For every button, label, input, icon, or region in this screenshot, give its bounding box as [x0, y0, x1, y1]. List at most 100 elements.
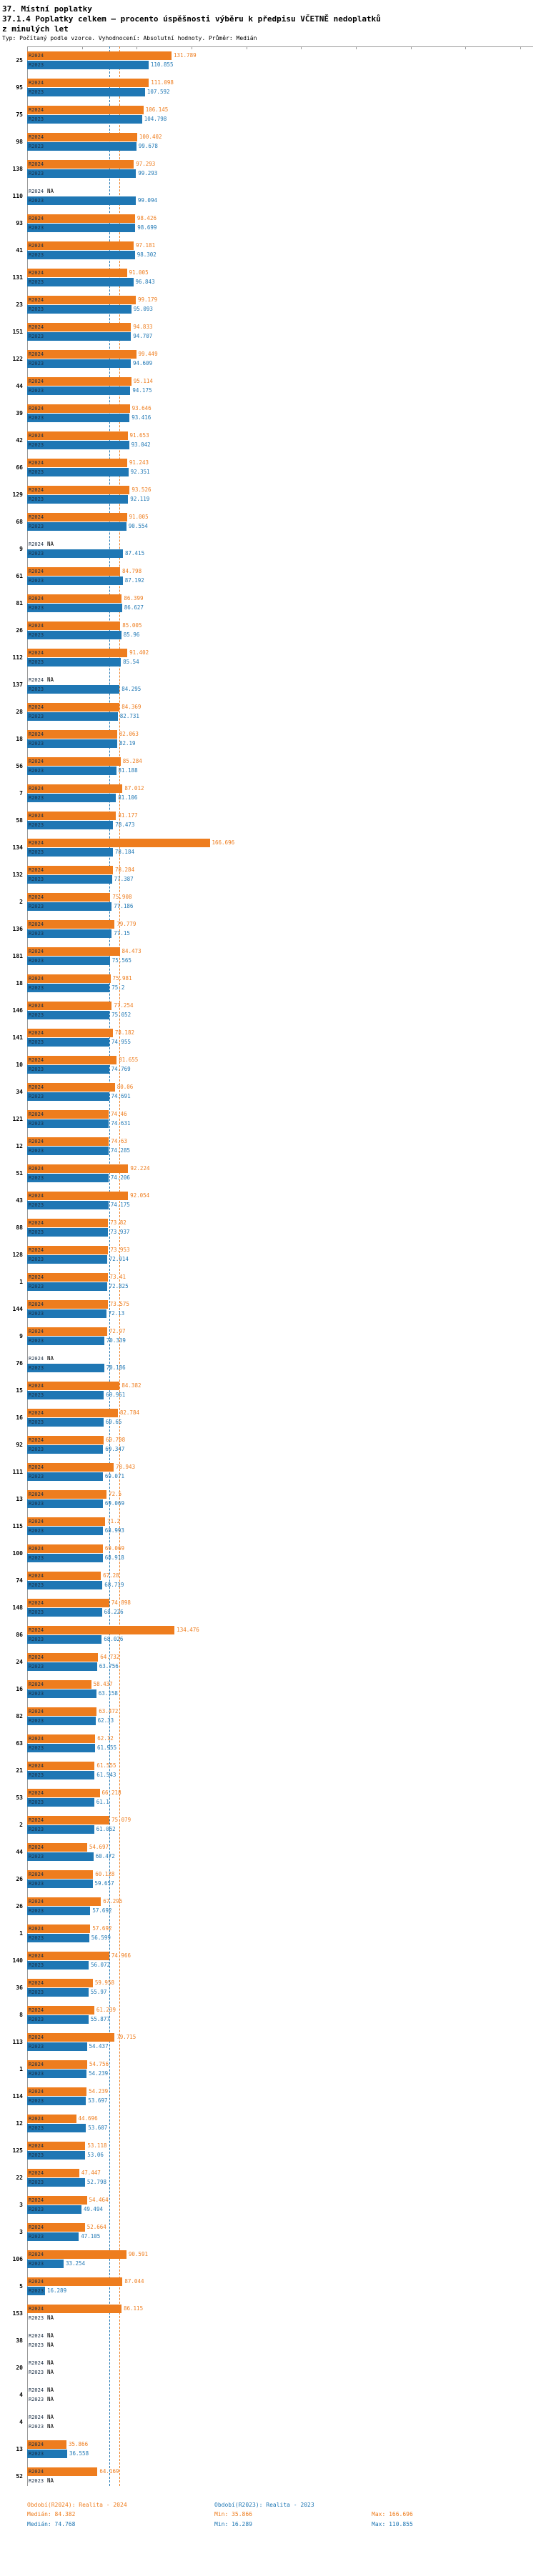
- bar-value: 81.655: [119, 1057, 139, 1064]
- bar-r2024: [27, 757, 121, 767]
- bar-value: 87.192: [124, 577, 144, 584]
- series-label: R2024: [29, 622, 44, 629]
- bar-group: 58 R2024 81.177 R2023 78.473: [0, 812, 536, 830]
- series-label: R2024: [29, 514, 44, 520]
- series-label: R2024: [29, 1464, 44, 1470]
- na-value: NA: [47, 2477, 54, 2485]
- series-label: R2023: [29, 550, 44, 556]
- bar-value: 99.678: [138, 143, 158, 150]
- series-label: R2024: [29, 921, 44, 927]
- bars: R2024 134.476 R2023 68.026: [27, 1626, 536, 1644]
- bar-r2024: [27, 1246, 109, 1255]
- bar-group: 26 R2024 85.005 R2023 85.96: [0, 621, 536, 640]
- bars: R2024 95.114 R2023 94.175: [27, 377, 536, 396]
- bar-value: 86.399: [124, 595, 144, 602]
- bar-value: 64.732: [100, 1654, 120, 1661]
- series-label: R2024: [29, 2414, 44, 2420]
- series-label: R2023: [29, 577, 44, 584]
- bar-r2024: [27, 866, 113, 875]
- bar-r2023: [27, 1934, 89, 1943]
- bars: R2024 84.798 R2023 87.192: [27, 567, 536, 586]
- bar-value: 57.692: [92, 1907, 112, 1914]
- bar-r2023: [27, 875, 112, 884]
- series-label: R2024: [29, 405, 44, 411]
- row-label: 22: [16, 2175, 23, 2182]
- bar-group: 74 R2024 67.28 R2023 68.719: [0, 1572, 536, 1590]
- bar-row-r2024: R2024 54.464: [27, 2196, 536, 2205]
- bar-r2023: [27, 169, 137, 179]
- bar-value: 60.128: [95, 1871, 115, 1878]
- series-label: R2023: [29, 1229, 44, 1235]
- series-label: R2024: [29, 1980, 44, 1986]
- series-label: R2024: [29, 785, 44, 792]
- bar-row-r2024: R2024 64.169: [27, 2467, 536, 2477]
- series-label: R2024: [29, 568, 44, 574]
- bar-value: 99.179: [138, 296, 158, 304]
- series-label: R2024: [29, 2468, 44, 2475]
- bar-value: 85.96: [123, 631, 140, 639]
- bars: R2024 71.2 R2023 68.993: [27, 1517, 536, 1536]
- bar-value: 63.472: [99, 1708, 119, 1715]
- bars: R2024 NA R2023 87.415: [27, 540, 536, 559]
- bar-r2024: [27, 2087, 87, 2097]
- bar-r2023: [27, 1852, 94, 1862]
- bar-r2023: [27, 1581, 103, 1590]
- series-label: R2023: [29, 1880, 44, 1887]
- bar-r2024: [27, 1897, 101, 1907]
- bar-value: 94.707: [133, 333, 153, 340]
- bar-group: 1 R2024 57.692 R2023 56.599: [0, 1924, 536, 1943]
- bar-value: 69.951: [106, 1392, 126, 1399]
- bar-row-r2024: R2024 84.473: [27, 947, 536, 957]
- bar-value: 33.254: [66, 2260, 86, 2267]
- bar-row-r2024: R2024 54.756: [27, 2060, 536, 2070]
- bar-group: 122 R2024 99.449 R2023 94.609: [0, 350, 536, 369]
- bars: R2024 78.943 R2023 69.071: [27, 1463, 536, 1482]
- bar-row-r2023: R2023 NA: [27, 2395, 536, 2405]
- bar-group: 20 R2024 NA R2023 NA: [0, 2359, 536, 2377]
- report-title: 37. Místní poplatky: [2, 4, 92, 14]
- bar-r2023: [27, 957, 110, 966]
- series-label: R2024: [29, 459, 44, 466]
- bar-r2024: [27, 133, 137, 142]
- series-label: R2023: [29, 1147, 44, 1154]
- bar-row-r2023: R2023 61.1: [27, 1798, 536, 1807]
- series-label: R2023: [29, 89, 44, 95]
- row-label: 136: [12, 926, 23, 933]
- row-label: 20: [16, 2365, 23, 2372]
- bars: R2024 61.239 R2023 55.877: [27, 2006, 536, 2025]
- row-label: 58: [16, 817, 23, 824]
- report-subtitle-line2: z minulých let: [2, 24, 69, 34]
- bar-row-r2023: R2023 56.599: [27, 1934, 536, 1943]
- bar-row-r2024: R2024 93.526: [27, 486, 536, 495]
- bar-r2024: [27, 2250, 126, 2260]
- bar-value: 93.042: [131, 441, 151, 449]
- bar-r2023: [27, 1798, 94, 1807]
- bar-group: 88 R2024 73.82 R2023 73.937: [0, 1219, 536, 1237]
- bar-value: 59.958: [94, 1980, 114, 1987]
- bar-value: 54.239: [89, 2070, 109, 2077]
- bar-value: 110.855: [150, 61, 174, 69]
- bar-row-r2024: R2024 NA: [27, 676, 536, 685]
- bar-row-r2024: R2024 75.981: [27, 974, 536, 984]
- na-value: NA: [47, 677, 54, 684]
- row-label: 121: [12, 1116, 23, 1123]
- row-label: 2: [19, 1822, 23, 1829]
- series-label: R2023: [29, 1364, 44, 1371]
- bar-group: 66 R2024 91.243 R2023 92.351: [0, 459, 536, 477]
- row-label: 26: [16, 1903, 23, 1910]
- bar-group: 115 R2024 71.2 R2023 68.993: [0, 1517, 536, 1536]
- series-label: R2023: [29, 984, 44, 991]
- bar-value: 95.093: [133, 306, 153, 313]
- row-label: 24: [16, 1659, 23, 1666]
- row-label: 140: [12, 1957, 23, 1965]
- series-label: R2023: [29, 1500, 44, 1507]
- bars: R2024 91.005 R2023 90.554: [27, 513, 536, 531]
- row-label: 36: [16, 1985, 23, 1992]
- bar-r2023: [27, 142, 137, 151]
- bar-group: 21 R2024 61.555 R2023 61.543: [0, 1762, 536, 1780]
- bar-value: 63.158: [98, 1690, 118, 1697]
- bar-row-r2023: R2023 85.54: [27, 658, 536, 667]
- bar-group: 121 R2024 74.46 R2023 74.631: [0, 1110, 536, 1129]
- row-label: 26: [16, 1876, 23, 1883]
- bar-row-r2024: R2024 47.447: [27, 2169, 536, 2178]
